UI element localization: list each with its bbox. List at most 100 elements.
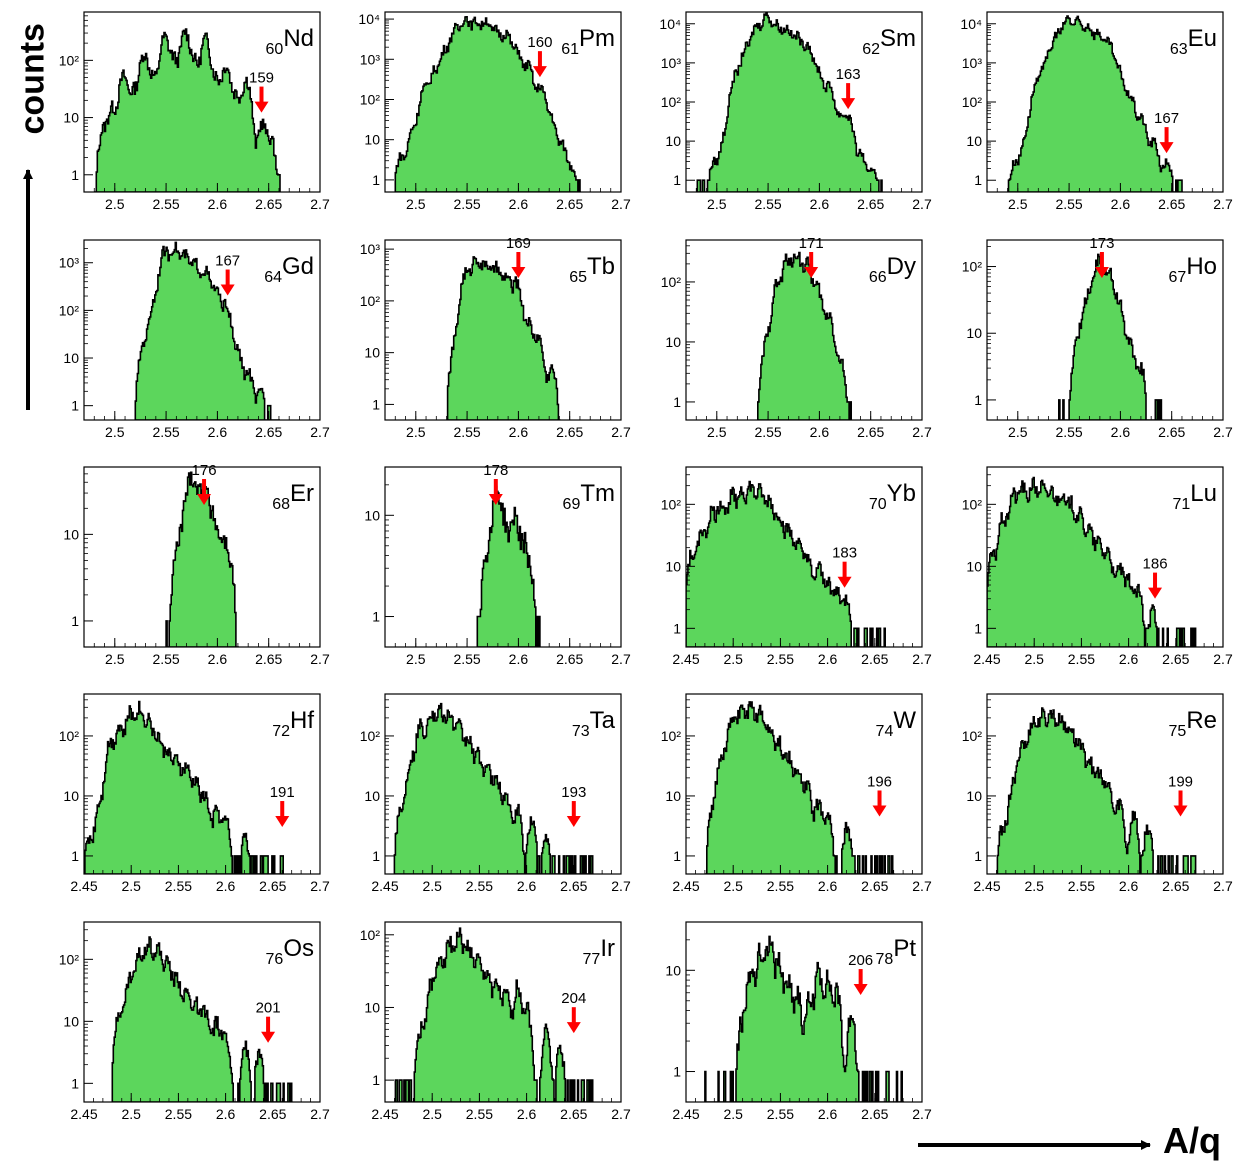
y-tick-label: 10² xyxy=(661,496,682,512)
x-tick-label: 2.5 xyxy=(723,1106,743,1122)
x-tick-label: 2.55 xyxy=(453,196,480,212)
element-symbol: Tm xyxy=(580,480,615,507)
panel-w: 2.45 2.5 2.55 2.6 2.65 2.7 1 10 10² 74W 196 xyxy=(661,693,932,894)
atomic-number: 78 xyxy=(876,951,894,968)
x-tick-label: 2.55 xyxy=(1068,878,1095,894)
y-tick-label: 1 xyxy=(372,172,380,188)
x-tick-label: 2.5 xyxy=(422,1106,442,1122)
histogram-lu xyxy=(987,476,1197,647)
y-tick-label: 10 xyxy=(364,788,380,804)
element-label: 76Os xyxy=(266,935,314,968)
plot-frame xyxy=(83,11,321,193)
x-ticks: 2.45 2.5 2.55 2.6 2.65 2.7 xyxy=(973,638,1233,667)
y-tick-label: 10² xyxy=(962,94,983,110)
histogram-os xyxy=(111,936,293,1102)
panel-lu: 2.45 2.5 2.55 2.6 2.65 2.7 1 10 10² 71Lu 186 xyxy=(962,466,1233,667)
y-tick-label: 10⁴ xyxy=(659,16,681,32)
x-tick-label: 2.55 xyxy=(152,424,179,440)
x-tick-label: 2.5 xyxy=(105,424,125,440)
y-tick-label: 1 xyxy=(974,848,982,864)
y-tick-label: 10² xyxy=(360,91,381,107)
mass-marker: 191 xyxy=(270,784,295,828)
y-tick-label: 1 xyxy=(71,848,79,864)
x-tick-label: 2.45 xyxy=(371,878,398,894)
marker-arrow-head xyxy=(220,284,235,296)
histogram-dy xyxy=(757,251,852,420)
atomic-number: 76 xyxy=(266,951,284,968)
x-tick-label: 2.5 xyxy=(121,878,141,894)
marker-mass-label: 191 xyxy=(270,784,295,801)
y-ticks: 1 10 10² 10³ xyxy=(360,241,394,412)
x-tick-label: 2.7 xyxy=(1213,651,1233,667)
marker-mass-label: 204 xyxy=(561,990,586,1007)
plot-frame xyxy=(384,466,622,648)
marker-arrow-head xyxy=(872,805,887,817)
x-tick-label: 2.65 xyxy=(861,1106,888,1122)
x-tick-label: 2.5 xyxy=(1024,651,1044,667)
x-tick-label: 2.6 xyxy=(810,196,830,212)
x-tick-label: 2.45 xyxy=(70,878,97,894)
mass-marker: 171 xyxy=(799,235,824,278)
x-tick-label: 2.6 xyxy=(1111,424,1131,440)
x-tick-label: 2.5 xyxy=(406,651,426,667)
y-ticks: 1 10 10² xyxy=(661,693,695,864)
atomic-number: 61 xyxy=(561,41,579,58)
y-tick-label: 1 xyxy=(974,620,982,636)
x-tick-label: 2.65 xyxy=(1158,196,1185,212)
y-tick-label: 1 xyxy=(673,172,681,188)
mass-marker: 196 xyxy=(867,773,892,817)
plot-frame xyxy=(384,239,622,421)
y-tick-label: 10² xyxy=(360,728,381,744)
x-tick-label: 2.65 xyxy=(560,878,587,894)
x-tick-label: 2.6 xyxy=(1119,651,1139,667)
x-tick-label: 2.5 xyxy=(1008,424,1028,440)
panel-os: 2.45 2.5 2.55 2.6 2.65 2.7 1 10 10² 76Os 201 xyxy=(59,921,330,1122)
y-tick-label: 10² xyxy=(59,302,80,318)
atomic-number: 64 xyxy=(264,269,282,286)
mass-marker: 204 xyxy=(561,990,586,1034)
x-ticks: 2.5 2.55 2.6 2.65 2.7 xyxy=(695,183,932,212)
x-ticks: 2.45 2.5 2.55 2.6 2.65 2.7 xyxy=(973,865,1233,894)
y-tick-label: 10² xyxy=(59,52,80,68)
x-tick-label: 2.6 xyxy=(818,1106,838,1122)
marker-arrow-head xyxy=(275,816,290,828)
panel-re: 2.45 2.5 2.55 2.6 2.65 2.7 1 10 10² 75Re 199 xyxy=(962,693,1233,894)
marker-arrow-head xyxy=(841,98,856,110)
marker-arrow-head xyxy=(566,816,581,828)
histogram-pt xyxy=(704,935,905,1102)
y-ticks: 1 10 10² xyxy=(962,466,996,636)
x-tick-label: 2.55 xyxy=(453,424,480,440)
element-label: 70Yb xyxy=(869,480,916,513)
y-ticks: 1 10 10² 10³ xyxy=(59,239,93,414)
y-tick-label: 10² xyxy=(962,259,983,275)
x-tick-label: 2.65 xyxy=(255,651,282,667)
histogram-sm xyxy=(696,12,883,192)
x-tick-label: 2.6 xyxy=(216,1106,236,1122)
element-symbol: Yb xyxy=(887,480,916,507)
y-tick-label: 10³ xyxy=(962,55,983,71)
panel-ho: 2.5 2.55 2.6 2.65 2.7 1 10 10² 67Ho 173 xyxy=(962,235,1233,440)
y-ticks: 1 10 xyxy=(63,466,93,629)
x-ticks: 2.45 2.5 2.55 2.6 2.65 2.7 xyxy=(371,1093,631,1122)
x-tick-label: 2.65 xyxy=(1162,878,1189,894)
element-label: 71Lu xyxy=(1173,480,1218,513)
panel-hf: 2.45 2.5 2.55 2.6 2.65 2.7 1 10 10² 72Hf 191 xyxy=(59,693,330,894)
x-tick-label: 2.6 xyxy=(509,424,529,440)
mass-marker: 167 xyxy=(215,253,240,296)
mass-marker: 186 xyxy=(1143,556,1168,599)
y-tick-label: 10³ xyxy=(360,241,381,257)
mass-marker: 176 xyxy=(192,462,217,505)
histogram-gd xyxy=(134,241,280,420)
y-tick-label: 10² xyxy=(360,293,381,309)
plot-frame xyxy=(384,921,622,1103)
x-tick-label: 2.7 xyxy=(1213,878,1233,894)
x-tick-label: 2.6 xyxy=(208,651,228,667)
histogram-eu xyxy=(1007,15,1183,192)
y-tick-label: 10 xyxy=(665,788,681,804)
y-tick-label: 10³ xyxy=(360,51,381,67)
plot-frame xyxy=(986,693,1224,875)
element-label: 73Ta xyxy=(572,707,616,740)
marker-mass-label: 199 xyxy=(1168,773,1193,790)
x-tick-label: 2.55 xyxy=(152,196,179,212)
